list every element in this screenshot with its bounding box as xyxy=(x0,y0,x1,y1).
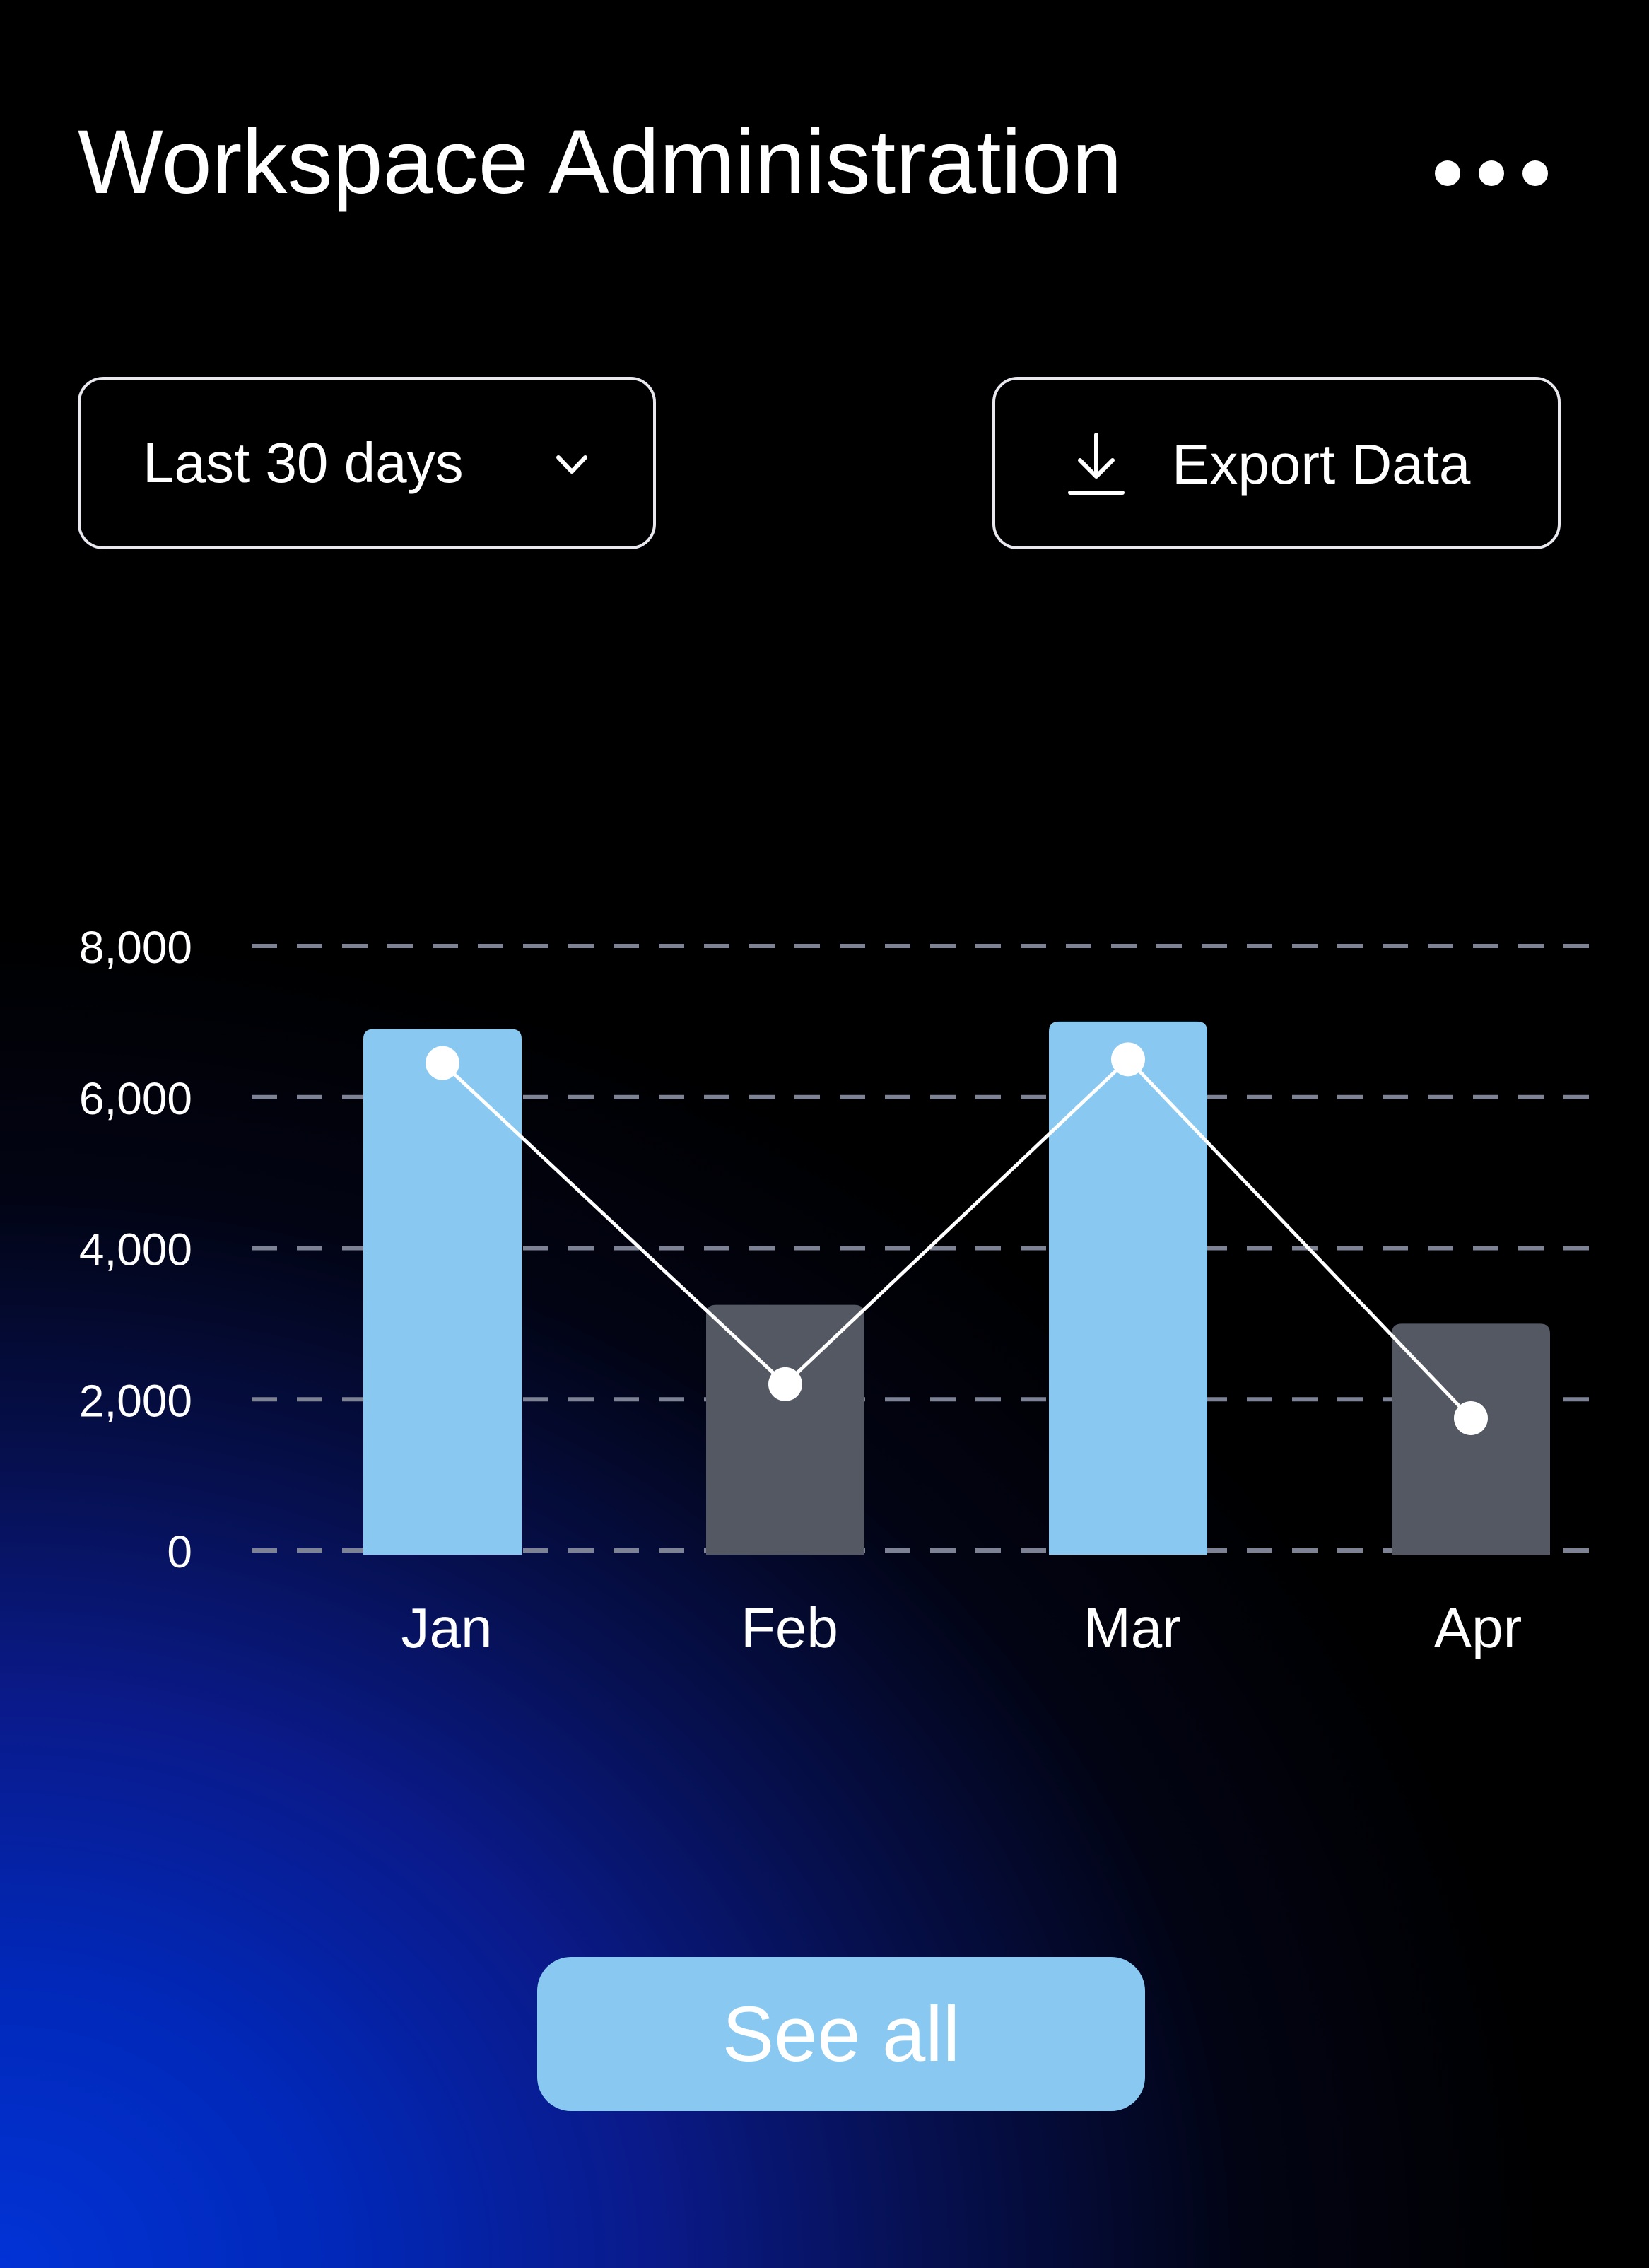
y-tick-label: 2,000 xyxy=(79,1375,192,1426)
export-data-label: Export Data xyxy=(1172,433,1471,496)
line-point xyxy=(768,1367,802,1401)
chart-bar xyxy=(1049,1021,1207,1555)
more-horizontal-icon-dot xyxy=(1479,160,1504,186)
line-point xyxy=(1454,1401,1488,1435)
chart-area: 0 2,000 4,000 6,000 8,000 Jan Feb Mar Apr xyxy=(0,834,1649,1725)
more-horizontal-icon xyxy=(1435,160,1460,186)
line-point xyxy=(426,1046,459,1080)
export-data-button[interactable]: Export Data xyxy=(992,377,1561,549)
chart-bar xyxy=(1392,1323,1550,1555)
y-tick-label: 6,000 xyxy=(79,1073,192,1124)
series-line xyxy=(441,1057,1472,1420)
x-tick-label: Jan xyxy=(401,1596,493,1659)
page-title: Workspace Administration xyxy=(78,112,1122,213)
line-point xyxy=(1111,1042,1145,1077)
y-tick-label: 0 xyxy=(167,1526,192,1577)
date-range-select[interactable]: Last 30 days xyxy=(78,377,656,549)
chart-bar xyxy=(706,1304,864,1555)
more-options-button[interactable] xyxy=(1435,141,1548,205)
line-layer xyxy=(426,1042,1488,1435)
x-tick-label: Feb xyxy=(741,1596,838,1659)
chart-bar xyxy=(363,1029,522,1555)
more-horizontal-icon-dot xyxy=(1522,160,1548,186)
y-tick-label: 4,000 xyxy=(79,1224,192,1275)
download-icon xyxy=(1068,433,1125,495)
y-tick-label: 8,000 xyxy=(79,922,192,973)
x-tick-label: Mar xyxy=(1084,1596,1181,1659)
bar-line-chart: 0 2,000 4,000 6,000 8,000 Jan Feb Mar Apr xyxy=(79,922,1590,1659)
label-layer: 0 2,000 4,000 6,000 8,000 Jan Feb Mar Apr xyxy=(79,922,1522,1659)
chevron-down-icon xyxy=(556,455,587,474)
date-range-value: Last 30 days xyxy=(143,431,464,494)
see-all-button[interactable]: See all xyxy=(537,1957,1145,2111)
x-tick-label: Apr xyxy=(1434,1596,1522,1659)
bar-layer xyxy=(363,1021,1550,1555)
